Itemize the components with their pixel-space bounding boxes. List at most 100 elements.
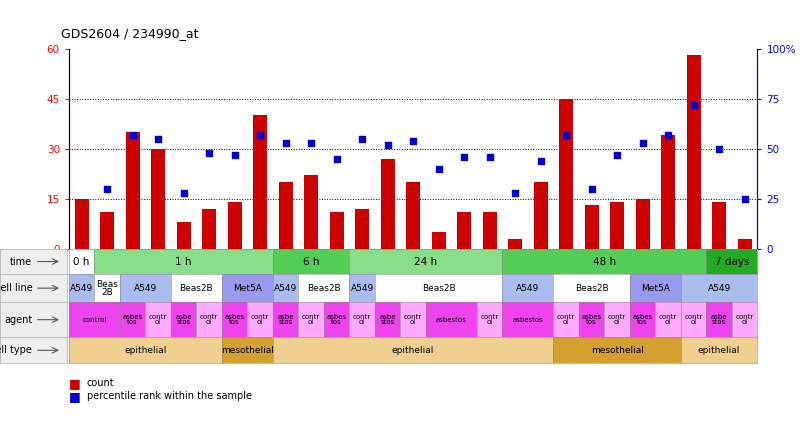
Text: 7 days: 7 days	[714, 257, 749, 266]
Point	[432, 165, 445, 172]
Bar	[355, 209, 369, 249]
Text: A549: A549	[134, 284, 157, 293]
Bar	[406, 182, 420, 249]
Text: asbe
stos: asbe stos	[711, 314, 727, 325]
Text: epithelial: epithelial	[124, 346, 167, 355]
Bar	[75, 199, 88, 249]
Text: A549: A549	[351, 284, 373, 293]
Text: mesothelial: mesothelial	[590, 346, 643, 355]
Bar	[712, 202, 726, 249]
Text: GDS2604 / 234990_at: GDS2604 / 234990_at	[61, 27, 198, 40]
Text: asbes
tos: asbes tos	[224, 314, 245, 325]
Text: A549: A549	[274, 284, 297, 293]
Bar	[738, 239, 752, 249]
Bar	[330, 212, 343, 249]
Text: contr
ol: contr ol	[404, 314, 422, 325]
Text: GSM139659: GSM139659	[589, 249, 595, 292]
Text: GSM139653: GSM139653	[410, 249, 416, 292]
Text: GSM139644: GSM139644	[512, 249, 518, 292]
Text: A549: A549	[70, 284, 93, 293]
Text: GSM139647: GSM139647	[155, 249, 161, 292]
Text: GSM139660: GSM139660	[104, 249, 110, 292]
Text: asbes
tos: asbes tos	[326, 314, 347, 325]
Text: epithelial: epithelial	[698, 346, 740, 355]
Point	[407, 137, 420, 144]
Bar	[585, 205, 599, 249]
Text: epithelial: epithelial	[392, 346, 434, 355]
Text: contr
ol: contr ol	[251, 314, 269, 325]
Point	[458, 153, 471, 160]
Text: GSM139640: GSM139640	[130, 249, 135, 292]
Bar	[661, 135, 675, 249]
Text: asbe
stos: asbe stos	[175, 314, 192, 325]
Bar	[177, 222, 190, 249]
Text: GSM139669: GSM139669	[257, 249, 263, 292]
Bar	[279, 182, 292, 249]
Bar	[253, 115, 267, 249]
Text: GSM139664: GSM139664	[487, 249, 492, 292]
Point	[585, 185, 598, 192]
Text: cell line: cell line	[0, 283, 32, 293]
Text: contr
ol: contr ol	[684, 314, 703, 325]
Text: contr
ol: contr ol	[149, 314, 167, 325]
Text: contr
ol: contr ol	[659, 314, 677, 325]
Point	[738, 195, 751, 202]
Text: A549: A549	[516, 284, 539, 293]
Bar	[534, 182, 548, 249]
Bar	[483, 212, 497, 249]
Text: 0 h: 0 h	[74, 257, 90, 266]
Point	[177, 189, 190, 196]
Text: GSM139668: GSM139668	[665, 249, 671, 292]
Text: control: control	[82, 317, 107, 323]
Text: GSM139667: GSM139667	[640, 249, 646, 292]
Text: GSM139761: GSM139761	[691, 249, 697, 292]
Bar	[432, 232, 446, 249]
Text: 48 h: 48 h	[593, 257, 616, 266]
Text: Beas2B: Beas2B	[422, 284, 455, 293]
Point	[356, 135, 369, 142]
Bar	[304, 175, 318, 249]
Text: asbe
stos: asbe stos	[379, 314, 396, 325]
Text: 24 h: 24 h	[414, 257, 437, 266]
Text: Beas2B: Beas2B	[307, 284, 341, 293]
Text: GSM139645: GSM139645	[538, 249, 544, 292]
Point	[483, 153, 496, 160]
Point	[279, 139, 292, 147]
Point	[330, 155, 343, 163]
Point	[713, 145, 726, 152]
Point	[228, 151, 241, 158]
Text: 6 h: 6 h	[303, 257, 319, 266]
Point	[382, 141, 394, 148]
Text: GSM139760: GSM139760	[232, 249, 237, 292]
Text: mesothelial: mesothelial	[221, 346, 274, 355]
Text: Beas2B: Beas2B	[180, 284, 213, 293]
Point	[687, 101, 700, 108]
Text: GSM139649: GSM139649	[742, 249, 748, 292]
Bar	[126, 132, 139, 249]
Text: GSM139666: GSM139666	[614, 249, 620, 292]
Point	[126, 131, 139, 139]
Text: GSM139646: GSM139646	[79, 249, 84, 292]
Text: asbestos: asbestos	[436, 317, 467, 323]
Text: asbe
stos: asbe stos	[277, 314, 294, 325]
Text: agent: agent	[4, 315, 32, 325]
Bar	[100, 212, 114, 249]
Text: GSM139642: GSM139642	[716, 249, 722, 292]
Text: GSM139661: GSM139661	[206, 249, 212, 292]
Bar	[381, 159, 394, 249]
Text: asbes
tos: asbes tos	[633, 314, 653, 325]
Point	[100, 185, 113, 192]
Text: Met5A: Met5A	[233, 284, 262, 293]
Point	[305, 139, 318, 147]
Text: GSM139663: GSM139663	[359, 249, 365, 292]
Text: GSM139654: GSM139654	[181, 249, 186, 292]
Point	[636, 139, 649, 147]
Text: contr
ol: contr ol	[608, 314, 626, 325]
Bar	[202, 209, 216, 249]
Bar	[687, 56, 701, 249]
Text: Beas2B: Beas2B	[575, 284, 608, 293]
Text: ■: ■	[69, 390, 81, 403]
Bar	[457, 212, 471, 249]
Text: contr
ol: contr ol	[353, 314, 371, 325]
Text: GSM139641: GSM139641	[283, 249, 288, 292]
